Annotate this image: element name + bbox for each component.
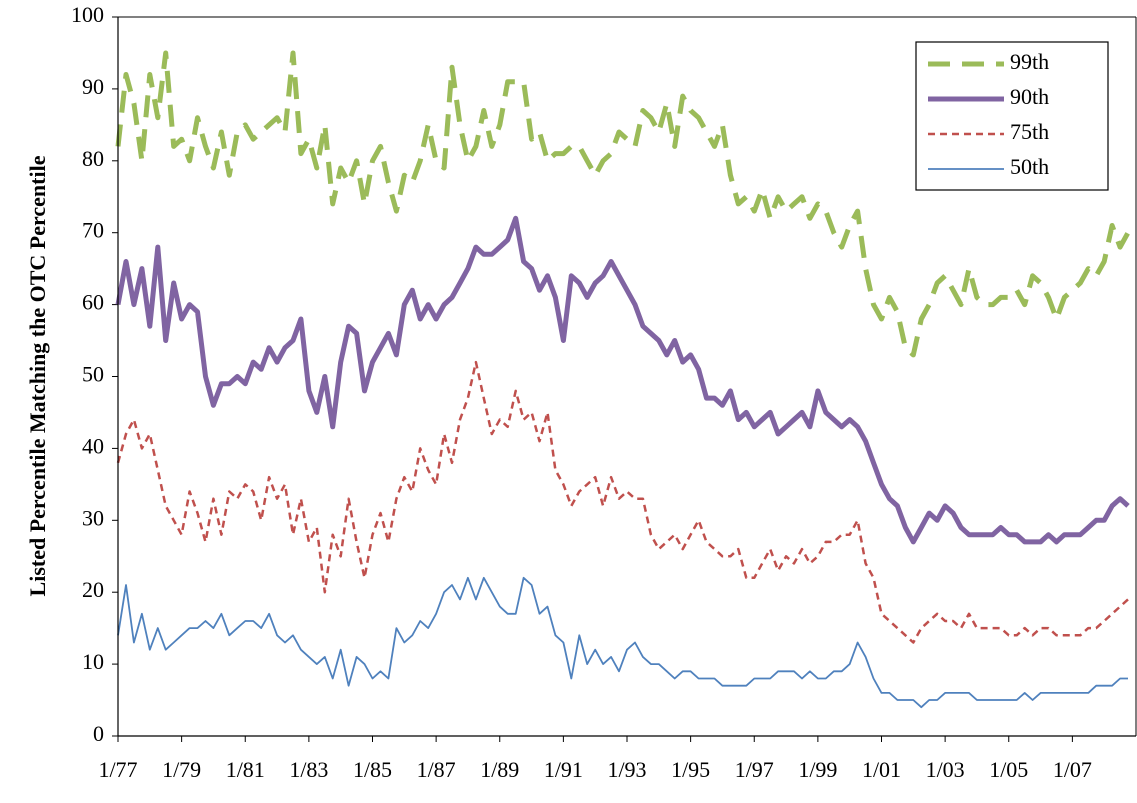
series-line [117, 576, 1128, 709]
legend-box [915, 41, 1109, 191]
x-tick-label: 1/05 [989, 757, 1028, 782]
y-tick-label: 20 [82, 577, 104, 602]
y-tick-label: 10 [82, 649, 104, 674]
x-tick-label: 1/91 [544, 757, 583, 782]
y-tick-label: 80 [82, 146, 104, 171]
x-tick-label: 1/81 [226, 757, 265, 782]
x-tick-label: 1/83 [289, 757, 328, 782]
x-tick-label: 1/89 [480, 757, 519, 782]
y-tick-label: 60 [82, 290, 104, 315]
y-tick-label: 90 [82, 74, 104, 99]
x-tick-label: 1/99 [798, 757, 837, 782]
x-tick-label: 1/79 [162, 757, 201, 782]
x-tick-label: 1/01 [862, 757, 901, 782]
y-tick-label: 50 [82, 362, 104, 387]
y-tick-label: 100 [71, 2, 104, 27]
y-tick-label: 70 [82, 218, 104, 243]
x-tick-label: 1/97 [735, 757, 774, 782]
y-tick-label: 30 [82, 505, 104, 530]
y-axis-label: Listed Percentile Matching the OTC Perce… [25, 155, 50, 596]
legend-label: 75th [1010, 119, 1049, 144]
y-tick-label: 0 [93, 721, 104, 746]
x-tick-label: 1/07 [1053, 757, 1092, 782]
series-line [115, 50, 1131, 358]
x-tick-label: 1/93 [607, 757, 646, 782]
legend-label: 99th [1010, 49, 1049, 74]
legend-label: 50th [1010, 154, 1049, 179]
x-tick-label: 1/03 [926, 757, 965, 782]
x-tick-label: 1/77 [98, 757, 137, 782]
series-line [116, 360, 1129, 644]
y-tick-label: 40 [82, 433, 104, 458]
x-tick-label: 1/85 [353, 757, 392, 782]
series-line [115, 215, 1130, 545]
x-tick-label: 1/95 [671, 757, 710, 782]
legend-label: 90th [1010, 84, 1049, 109]
x-tick-label: 1/87 [417, 757, 456, 782]
